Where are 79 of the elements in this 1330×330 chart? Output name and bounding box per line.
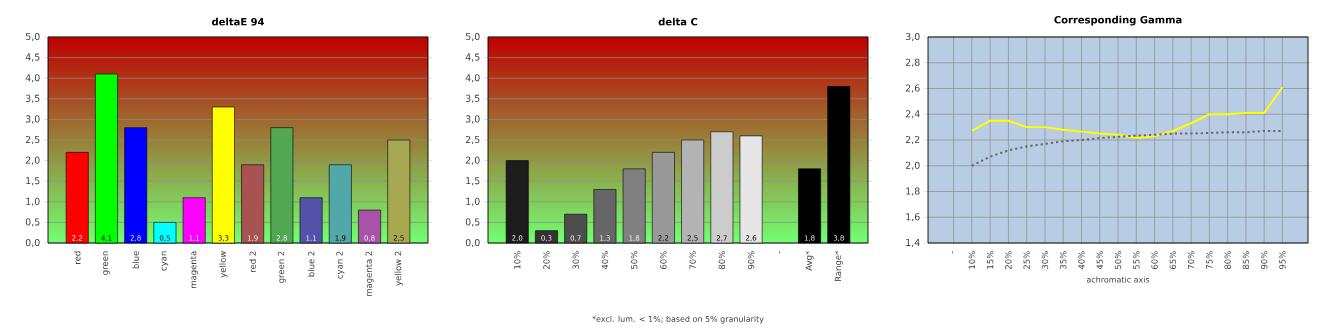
x-tick-label: magenta (190, 251, 199, 288)
x-tick-label: 20% (543, 251, 550, 269)
y-tick-label: 0,5 (25, 218, 40, 227)
y-tick-label: 2,0 (905, 161, 920, 170)
x-tick-label: 55% (1133, 251, 1140, 269)
y-tick-label: 4,0 (465, 74, 480, 83)
x-tick-label: blue (132, 251, 139, 269)
y-tick-label: 4,0 (25, 74, 40, 83)
y-tick-label: 2,2 (905, 135, 920, 145)
x-tick-label: 85% (1242, 251, 1250, 270)
x-tick-label: 15% (986, 251, 994, 269)
y-tick-label: 2,5 (465, 135, 480, 145)
x-tick-label: Avg* (805, 251, 814, 271)
x-tick-label: - (952, 251, 953, 254)
y-tick-label: 0,0 (25, 238, 40, 248)
x-tick-label: - (779, 251, 780, 254)
x-tick-label: blue 2 (307, 251, 315, 277)
y-tick-label: 2,0 (25, 156, 40, 165)
y-tick-label: 0,5 (465, 218, 480, 227)
x-tick-label: 60% (660, 251, 667, 269)
x-tick-label: green 2 (277, 251, 286, 283)
x-tick-label: 45% (1096, 251, 1103, 270)
x-tick-label: 60% (1151, 251, 1158, 269)
y-tick-label: 1,8 (906, 187, 920, 196)
y-tick-label: 3,0 (905, 32, 920, 42)
x-tick-label: 35% (1060, 251, 1067, 269)
y-tick-label: 5,0 (465, 32, 480, 42)
y-tick-label: 0,0 (465, 238, 480, 248)
line-series (970, 129, 1284, 167)
x-tick-label: red (73, 251, 81, 264)
x-tick-label: 95% (1279, 251, 1286, 270)
x-tick-label: 80% (718, 251, 726, 270)
y-tick-label: 4,5 (25, 53, 40, 62)
y-tick-label: 1,5 (26, 177, 40, 186)
line-series (970, 86, 1284, 140)
x-tick-label: 40% (601, 251, 609, 270)
x-tick-label: 50% (1114, 251, 1122, 269)
chart-title: delta C (658, 17, 698, 26)
x-tick-label: 80% (1224, 251, 1231, 270)
chart-title: Corresponding Gamma (1054, 15, 1182, 26)
y-tick-label: 3,5 (465, 94, 480, 103)
y-tick-label: 3,5 (25, 94, 40, 103)
x-tick-label: 65% (1169, 251, 1177, 269)
x-tick-label: yellow 2 (394, 251, 403, 286)
chart-title: deltaE 94 (212, 17, 265, 26)
x-tick-label: Range* (834, 251, 843, 282)
x-tick-label: 70% (1187, 251, 1195, 269)
y-tick-label: 2,8 (905, 58, 920, 67)
x-tick-label: yellow (219, 251, 228, 278)
x-tick-label: 70% (689, 251, 696, 269)
x-tick-label: cyan (161, 251, 169, 271)
x-tick-label: cyan 2 (336, 251, 345, 279)
y-tick-label: 1,0 (26, 197, 40, 206)
y-tick-label: 3,0 (465, 115, 480, 124)
x-tick-label: 10% (968, 251, 976, 269)
x-tick-label: 10% (514, 251, 521, 269)
x-tick-label: green (103, 251, 110, 275)
y-tick-label: 2,4 (905, 110, 920, 119)
y-tick-label: 1,4 (906, 238, 920, 247)
y-tick-label: 4,5 (465, 53, 480, 62)
x-tick-label: red 2 (249, 251, 256, 272)
y-tick-label: 3,0 (25, 115, 40, 124)
y-tick-label: 2,5 (25, 135, 40, 145)
x-tick-label: 25% (1023, 251, 1030, 269)
y-tick-label: 2,6 (905, 84, 920, 93)
y-tick-label: 2,0 (465, 156, 480, 165)
x-tick-label: 20% (1005, 251, 1012, 269)
y-tick-label: 1,0 (466, 197, 480, 206)
x-tick-label: 40% (1078, 251, 1085, 270)
y-tick-label: 1,5 (466, 177, 480, 186)
x-tick-label: 50% (630, 251, 638, 269)
x-tick-label: magenta 2 (365, 251, 374, 296)
x-tick-label: 90% (1260, 251, 1268, 270)
x-tick-label: 75% (1206, 251, 1213, 269)
y-tick-label: 5,0 (25, 32, 40, 42)
x-tick-label: 30% (572, 251, 579, 269)
y-tick-label: 1,6 (906, 213, 920, 222)
x-tick-label: 30% (1041, 251, 1049, 269)
x-tick-label: 90% (747, 251, 755, 270)
